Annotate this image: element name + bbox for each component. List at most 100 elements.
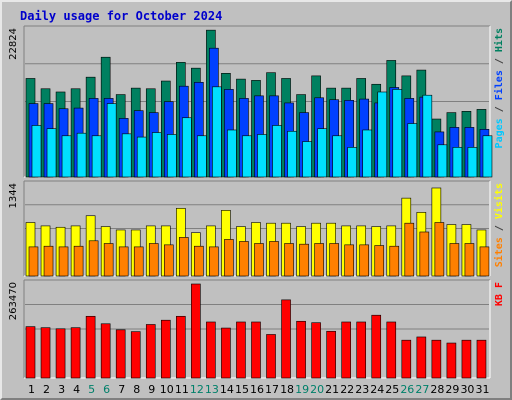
legend-segment-4: Hits	[493, 28, 505, 52]
bar-pages-day-7	[121, 133, 132, 178]
day-label-5: 5	[88, 383, 95, 396]
bar-kb-f-day-9	[145, 324, 156, 379]
bar-kb-f-day-4	[70, 327, 81, 379]
day-label-4: 4	[73, 383, 80, 396]
legend-segment-0: Sites	[493, 237, 505, 267]
bar-kb-f-day-3	[55, 328, 66, 379]
bar-sites-day-7	[118, 246, 129, 277]
bar-pages-day-13	[212, 86, 222, 178]
bar-pages-day-23	[362, 129, 373, 178]
day-label-23: 23	[355, 383, 369, 396]
bar-pages-day-31	[482, 135, 493, 178]
panel-top-legend: Pages / Files / Hits	[493, 28, 505, 148]
bar-kb-f-day-11	[176, 315, 186, 379]
bar-kb-f-day-2	[40, 327, 51, 379]
bar-pages-day-24	[377, 91, 388, 178]
bar-kb-f-day-25	[386, 321, 397, 379]
day-label-17: 17	[265, 383, 279, 396]
day-label-9: 9	[148, 383, 155, 396]
bar-kb-f-day-13	[206, 321, 216, 379]
bar-sites-day-19	[299, 243, 309, 277]
day-label-22: 22	[340, 383, 354, 396]
bar-kb-f-day-29	[446, 342, 457, 379]
bar-kb-f-day-8	[130, 331, 141, 379]
day-label-14: 14	[220, 383, 234, 396]
day-label-19: 19	[295, 383, 309, 396]
day-label-21: 21	[325, 383, 339, 396]
bar-sites-day-3	[58, 246, 69, 277]
day-label-2: 2	[43, 383, 50, 396]
bar-pages-day-2	[46, 128, 57, 178]
bar-sites-day-10	[163, 244, 174, 277]
bar-kb-f-day-15	[236, 321, 246, 379]
bar-sites-day-31	[479, 246, 490, 277]
bar-pages-day-10	[166, 134, 177, 178]
bar-kb-f-day-28	[431, 339, 442, 379]
bar-sites-day-26	[404, 222, 415, 277]
day-label-29: 29	[445, 383, 459, 396]
bar-pages-day-18	[287, 130, 297, 178]
bar-pages-day-16	[257, 134, 267, 178]
bar-pages-day-21	[332, 135, 342, 178]
bar-sites-day-20	[314, 243, 324, 277]
day-label-1: 1	[28, 383, 35, 396]
bar-sites-day-12	[194, 245, 204, 277]
bar-pages-day-3	[61, 135, 72, 178]
day-label-26: 26	[400, 383, 414, 396]
bar-kb-f-day-27	[416, 336, 427, 379]
bar-pages-day-22	[347, 147, 357, 178]
bar-pages-day-29	[452, 147, 463, 178]
bar-pages-day-9	[151, 132, 162, 178]
bar-kb-f-day-6	[100, 323, 111, 379]
bar-sites-day-16	[254, 243, 264, 277]
legend-segment-0: KB F	[494, 282, 505, 306]
legend-segment-0: Pages	[494, 118, 505, 148]
day-label-7: 7	[118, 383, 125, 396]
day-label-20: 20	[310, 383, 324, 396]
bar-pages-day-17	[272, 125, 282, 178]
bar-kb-f-day-12	[191, 283, 201, 379]
panel-top-max-label: 22824	[8, 28, 19, 60]
bar-pages-day-12	[197, 135, 207, 178]
bar-kb-f-day-31	[476, 339, 487, 379]
panel-bottom-max-label: 263470	[8, 282, 19, 320]
legend-segment-3: /	[494, 52, 505, 70]
bar-sites-day-14	[224, 239, 234, 277]
legend-segment-1: /	[494, 100, 505, 118]
bar-sites-day-30	[464, 243, 475, 277]
bar-pages-day-15	[242, 135, 252, 178]
bar-sites-day-21	[329, 243, 339, 277]
bar-sites-day-28	[434, 222, 445, 277]
day-label-13: 13	[205, 383, 219, 396]
bar-sites-day-6	[103, 243, 114, 277]
bar-kb-f-day-22	[341, 321, 351, 379]
bar-pages-day-26	[407, 123, 418, 178]
bar-sites-day-13	[209, 246, 219, 277]
bar-kb-f-day-16	[251, 321, 261, 379]
day-label-12: 12	[190, 383, 204, 396]
day-label-25: 25	[385, 383, 399, 396]
bar-kb-f-day-7	[115, 329, 126, 379]
day-label-24: 24	[370, 383, 384, 396]
day-label-31: 31	[475, 383, 489, 396]
bar-pages-day-5	[91, 135, 102, 178]
day-label-3: 3	[58, 383, 65, 396]
legend-segment-1: /	[494, 219, 505, 237]
bar-kb-f-day-26	[401, 339, 412, 379]
bar-sites-day-22	[344, 244, 354, 277]
bar-kb-f-day-21	[326, 330, 336, 379]
day-label-11: 11	[175, 383, 189, 396]
bar-sites-day-17	[269, 241, 279, 277]
bar-kb-f-day-30	[461, 339, 472, 379]
bar-kb-f-day-14	[221, 327, 231, 379]
panel-bottom-legend: KB F	[494, 282, 505, 306]
bar-kb-f-day-18	[281, 299, 291, 379]
day-label-15: 15	[235, 383, 249, 396]
bar-pages-day-20	[317, 128, 327, 178]
bar-kb-f-day-20	[311, 322, 321, 379]
day-label-27: 27	[415, 383, 429, 396]
bar-kb-f-day-5	[85, 315, 96, 379]
bar-sites-day-8	[133, 246, 144, 277]
